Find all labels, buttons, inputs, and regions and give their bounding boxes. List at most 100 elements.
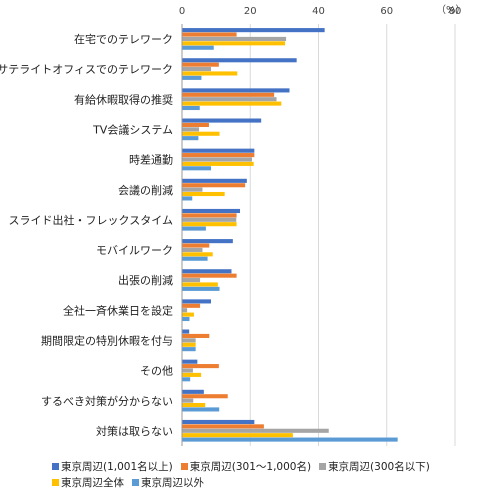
bar	[182, 105, 200, 111]
bar	[182, 191, 225, 197]
bar	[182, 282, 218, 287]
bar	[182, 161, 254, 166]
bar	[182, 428, 329, 433]
legend-item-mid: 東京周辺(301～1,000名)	[180, 459, 312, 474]
bar	[182, 347, 196, 352]
bar	[182, 256, 208, 261]
bar	[182, 67, 212, 72]
category-label: スライド出社・フレックスタイム	[9, 213, 173, 227]
bar	[182, 88, 290, 93]
category-label: 全社一斉休業日を設定	[63, 303, 173, 317]
bar	[182, 299, 212, 304]
bar	[182, 333, 210, 338]
x-tick-label: 20	[244, 6, 257, 17]
category-label: 有給休暇取得の推奨	[74, 92, 173, 106]
category-label: モバイルワーク	[96, 244, 173, 257]
legend-item-outside: 東京周辺以外	[132, 475, 204, 490]
legend-label: 東京周辺以外	[141, 476, 204, 489]
bar	[182, 377, 191, 382]
bar	[182, 247, 203, 252]
bar	[182, 402, 206, 408]
bar	[182, 407, 220, 412]
bar	[182, 217, 237, 222]
category-label: サテライトオフィスでのテレワーク	[0, 63, 173, 76]
legend-swatch	[180, 462, 188, 470]
category-label: 期間限定の特別休暇を付与	[41, 334, 173, 348]
legend: 東京周辺(1,001名以上) 東京周辺(301～1,000名) 東京周辺(300…	[52, 458, 482, 490]
bar	[182, 208, 241, 214]
bar	[182, 101, 282, 106]
legend-item-large: 東京周辺(1,001名以上)	[52, 459, 173, 474]
x-tick-labels: 0 20 40 60 80	[179, 6, 462, 17]
category-label: 出張の削減	[118, 273, 173, 287]
category-label: するべき対策が分からない	[41, 394, 173, 408]
bar	[182, 269, 232, 274]
bar	[182, 62, 219, 67]
bar	[182, 178, 247, 183]
bars	[182, 28, 398, 442]
bar	[182, 372, 202, 377]
legend-row-2: 東京周辺全体 東京周辺以外	[52, 474, 482, 490]
bar	[182, 424, 264, 429]
bar	[182, 131, 220, 136]
category-label: 対策は取らない	[96, 424, 173, 438]
category-label: その他	[140, 365, 173, 378]
bar	[182, 118, 262, 123]
bar	[182, 28, 325, 33]
bar	[182, 303, 201, 308]
bar	[182, 243, 210, 248]
legend-label: 東京周辺(1,001名以上)	[61, 460, 173, 473]
bar	[182, 92, 275, 97]
category-label: TV会議システム	[92, 123, 173, 137]
unit-label: （%）	[436, 4, 466, 16]
x-tick-label: 60	[380, 6, 393, 17]
bar	[182, 187, 203, 192]
bar	[182, 316, 190, 322]
x-tick-label: 40	[312, 6, 325, 17]
x-tick-label: 0	[179, 6, 185, 17]
bar	[182, 437, 398, 442]
bar	[182, 433, 293, 438]
gridlines	[181, 24, 456, 446]
bar	[182, 226, 206, 231]
bar	[182, 45, 214, 50]
legend-swatch	[52, 478, 59, 486]
bar	[182, 368, 193, 373]
bar	[182, 97, 277, 102]
category-label: 会議の削減	[118, 183, 173, 197]
bar	[182, 32, 237, 37]
bar	[182, 252, 213, 257]
bar	[182, 157, 252, 162]
bar	[182, 329, 190, 334]
bar	[182, 419, 255, 425]
category-label: 在宅でのテレワーク	[74, 32, 173, 46]
bar	[182, 213, 237, 218]
legend-item-tokyo-all: 東京周辺全体	[52, 475, 124, 490]
bar	[182, 136, 199, 141]
bar	[182, 36, 287, 41]
bar	[182, 364, 219, 369]
legend-row-1: 東京周辺(1,001名以上) 東京周辺(301～1,000名) 東京周辺(300…	[52, 458, 482, 474]
bar	[182, 389, 204, 394]
bar	[182, 148, 255, 153]
bar	[182, 394, 228, 399]
bar	[182, 41, 286, 46]
legend-swatch	[319, 462, 327, 470]
bar	[182, 58, 297, 63]
category-label: 時差通勤	[129, 153, 173, 167]
bar	[182, 278, 201, 283]
bar	[182, 183, 246, 188]
bar	[182, 342, 196, 347]
legend-swatch	[132, 478, 139, 486]
legend-swatch	[52, 462, 59, 470]
bar	[182, 71, 238, 76]
bar	[182, 398, 194, 403]
legend-item-small: 東京周辺(300名以下)	[319, 459, 430, 474]
bar	[182, 222, 237, 227]
bar	[182, 166, 212, 171]
bar	[182, 286, 220, 291]
legend-label: 東京周辺(301～1,000名)	[189, 460, 312, 473]
bar	[182, 338, 196, 343]
